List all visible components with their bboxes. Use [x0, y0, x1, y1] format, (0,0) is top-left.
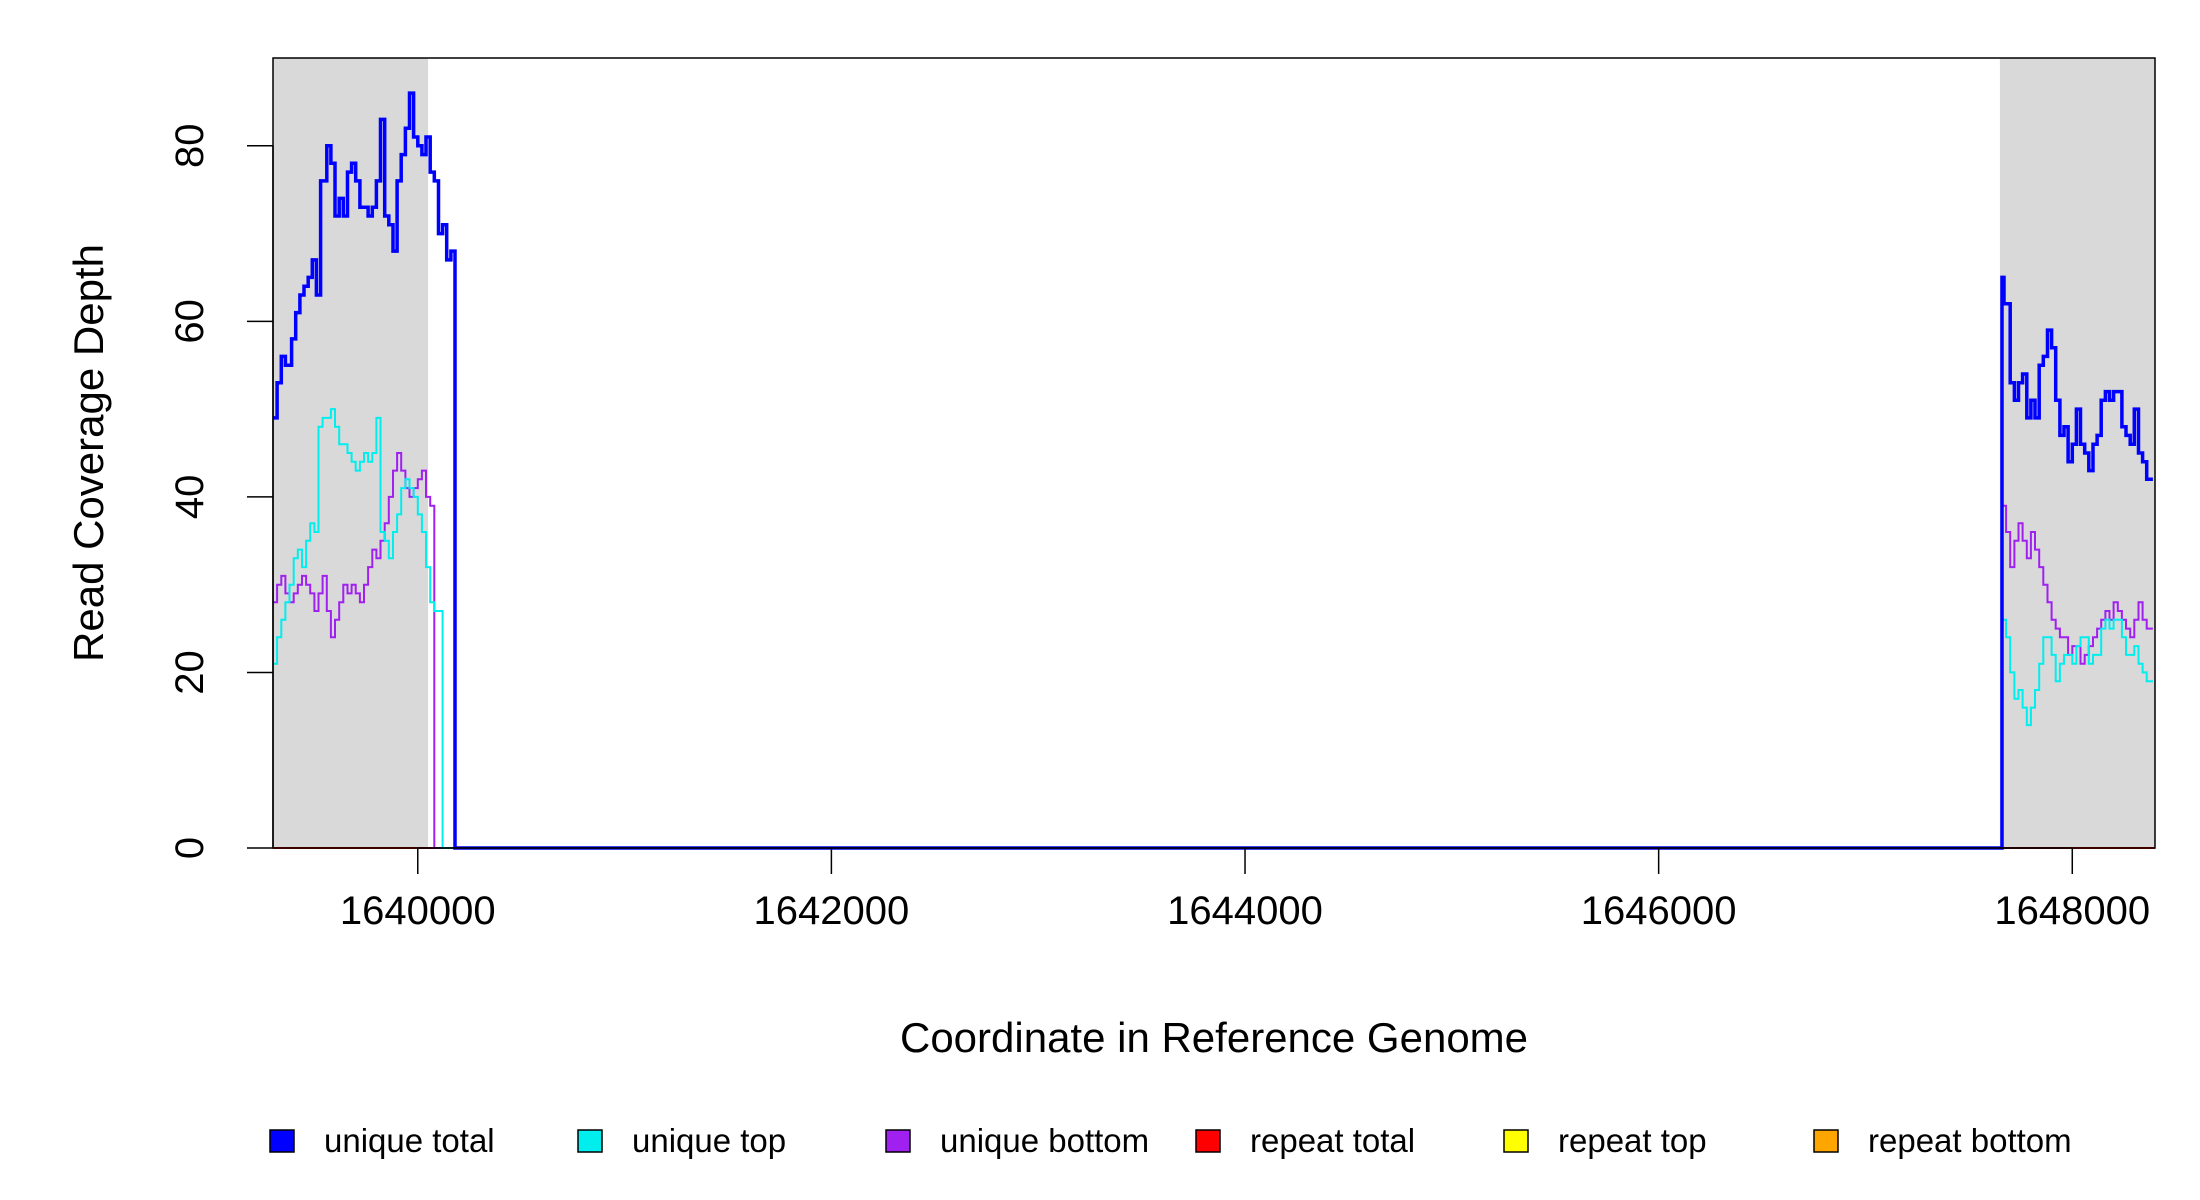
- y-tick-label: 80: [168, 124, 212, 169]
- legend-swatch: [1503, 1129, 1529, 1153]
- y-tick-label: 40: [168, 475, 212, 520]
- x-tick-label: 1640000: [340, 889, 496, 933]
- x-tick-label: 1648000: [1994, 889, 2150, 933]
- x-tick-label: 1642000: [754, 889, 910, 933]
- y-tick-label: 0: [168, 837, 212, 859]
- legend-item: repeat top: [1503, 1122, 1707, 1159]
- x-axis: 1640000 1642000 1644000 1646000 1648000: [340, 847, 2150, 933]
- legend-label: unique top: [632, 1122, 786, 1159]
- series-lines: [273, 91, 2155, 850]
- legend-swatch: [577, 1129, 603, 1153]
- y-tick-label: 20: [168, 650, 212, 695]
- series-line-unique-total: [273, 91, 2153, 850]
- legend-label: repeat total: [1250, 1122, 1415, 1159]
- x-tick-label: 1644000: [1167, 889, 1323, 933]
- legend-label: unique total: [324, 1122, 495, 1159]
- legend-swatch: [269, 1129, 295, 1153]
- plot-frame: [272, 57, 2156, 849]
- shaded-region-2: [1999, 58, 2155, 848]
- series-line-unique-top: [273, 408, 2153, 849]
- legend-item: unique top: [577, 1122, 786, 1159]
- legend-label: repeat top: [1558, 1122, 1707, 1159]
- legend-label: unique bottom: [940, 1122, 1149, 1159]
- legend-swatch: [885, 1129, 911, 1153]
- x-tick-label: 1646000: [1581, 889, 1737, 933]
- y-tick-label: 60: [168, 299, 212, 344]
- x-axis-label: Coordinate in Reference Genome: [900, 1014, 1528, 1061]
- legend-label: repeat bottom: [1868, 1122, 2072, 1159]
- legend-swatch: [1195, 1129, 1221, 1153]
- y-axis-label: Read Coverage Depth: [65, 244, 112, 662]
- legend-item: unique total: [269, 1122, 495, 1159]
- shaded-regions: [273, 58, 2155, 848]
- legend: unique total unique top unique bottom repea…: [269, 1122, 2072, 1159]
- legend-swatch: [1813, 1129, 1839, 1153]
- legend-item: unique bottom: [885, 1122, 1149, 1159]
- y-axis: 0 20 40 60 80: [168, 124, 274, 859]
- series-line-unique-bottom: [273, 452, 2153, 849]
- legend-item: repeat total: [1195, 1122, 1415, 1159]
- legend-item: repeat bottom: [1813, 1122, 2072, 1159]
